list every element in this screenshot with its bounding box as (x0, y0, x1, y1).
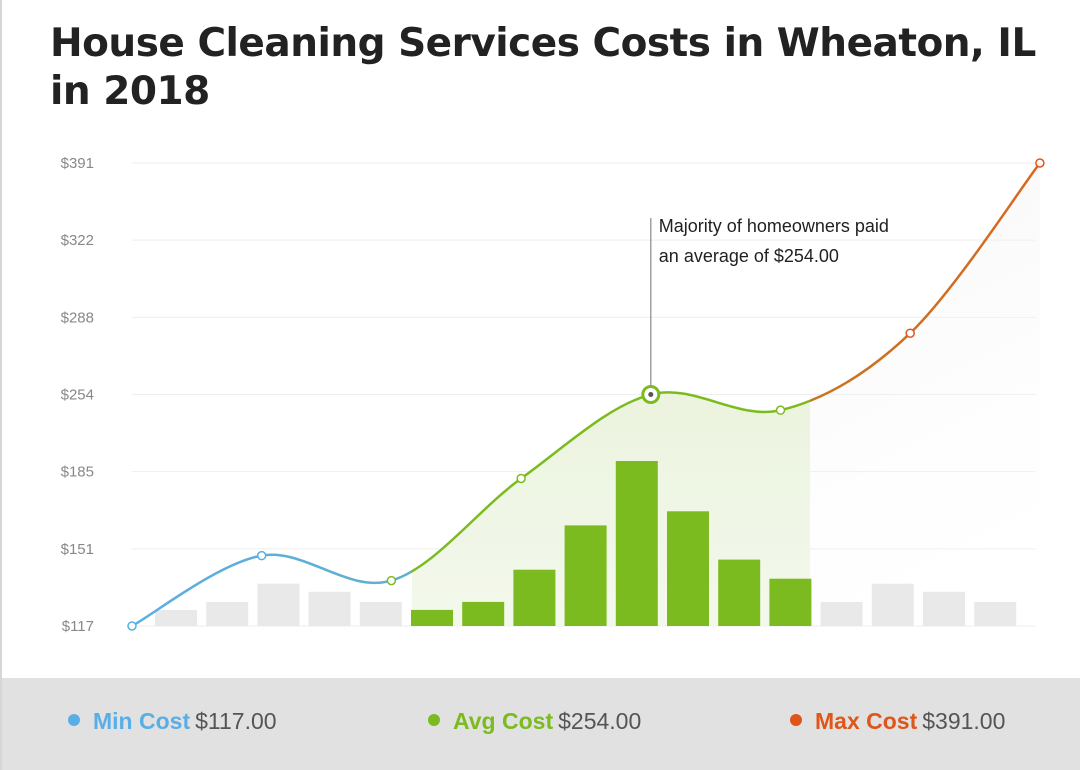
y-tick-label: $254 (61, 387, 94, 404)
distribution-bar (974, 601, 1017, 626)
curve-point (1035, 158, 1045, 168)
cost-chart: $117 $151 $185 $254 $288 $322 $391 Majority of… (61, 155, 1045, 635)
distribution-bar (667, 511, 709, 626)
curve-point (386, 575, 397, 586)
distribution-bar (462, 601, 505, 626)
distribution-bar (308, 591, 351, 626)
cost-curve-segment (412, 391, 810, 573)
chart-title: House Cleaning Services Costs in Wheaton… (50, 21, 1036, 114)
distribution-bar (769, 578, 812, 626)
distribution-bar (615, 461, 658, 626)
legend-min-value: $117.00 (195, 708, 277, 734)
distribution-bar (411, 609, 453, 626)
curve-point (256, 550, 267, 561)
annotation-line-1: Majority of homeowners paid (659, 216, 889, 236)
legend-min: Min Cost $117.00 (68, 706, 277, 736)
legend-min-name: Min Cost (93, 708, 191, 734)
curve-point (905, 328, 915, 338)
y-tick-label: $391 (61, 155, 94, 172)
y-tick-label: $151 (61, 541, 94, 558)
distribution-bar (359, 601, 402, 626)
distribution-bar (206, 601, 249, 626)
max-range-area (810, 163, 1040, 626)
curve-point (775, 405, 786, 415)
avg-range-area (412, 392, 810, 626)
distribution-bar (923, 591, 965, 626)
distribution-bar (871, 583, 914, 626)
highlight-point-center (648, 392, 654, 397)
distribution-bar (155, 609, 197, 626)
y-tick-label: $288 (61, 309, 94, 326)
max-dot-icon (790, 714, 802, 726)
avg-dot-icon (428, 714, 440, 726)
curve-point (127, 621, 137, 631)
distribution-bar (513, 569, 556, 626)
legend-max: Max Cost $391.00 (790, 706, 1005, 736)
curve-point (516, 473, 526, 484)
legend-max-name: Max Cost (815, 708, 918, 734)
y-tick-label: $322 (61, 232, 94, 249)
distribution-bar (718, 559, 761, 626)
legend-avg-value: $254.00 (558, 708, 642, 734)
legend-max-value: $391.00 (922, 708, 1006, 734)
distribution-bar (564, 525, 607, 626)
annotation-line-2: an average of $254.00 (659, 246, 839, 266)
distribution-bar (820, 601, 863, 626)
legend-bar: Min Cost $117.00 Avg Cost $254.00 Max Cost… (2, 678, 1080, 770)
cost-curve-segment (131, 553, 412, 628)
y-tick-label: $117 (62, 618, 94, 635)
y-tick-label: $185 (61, 464, 94, 481)
legend-avg: Avg Cost $254.00 (428, 706, 641, 736)
legend-avg-name: Avg Cost (453, 708, 554, 734)
distribution-bar (257, 583, 300, 626)
min-dot-icon (68, 714, 80, 726)
